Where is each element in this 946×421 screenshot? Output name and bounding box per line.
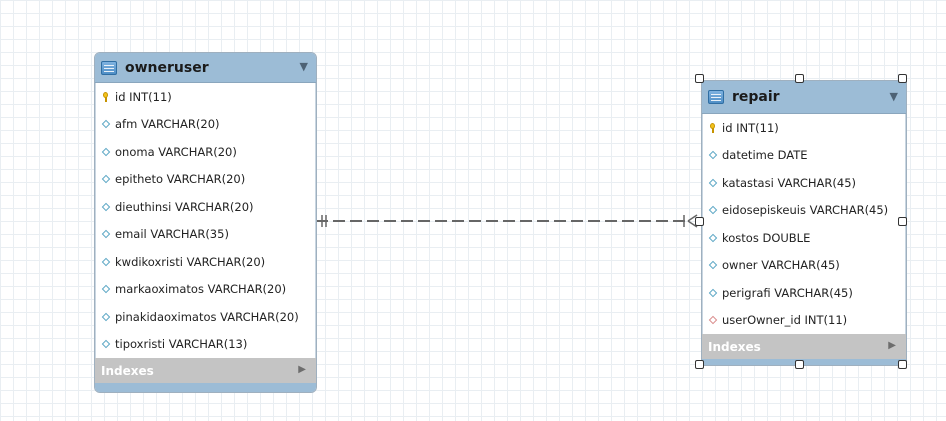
column-diamond-icon [708,233,718,243]
column-diamond-icon [708,150,718,160]
column-label: eidosepiskeuis VARCHAR(45) [722,203,889,218]
table-footer-bar [95,383,316,392]
table-owneruser[interactable]: owneruser ▼ id INT(11) afm VARCHAR(20) o… [94,52,317,393]
column-row[interactable]: userOwner_id INT(11) [702,307,906,335]
table-header[interactable]: repair ▼ [702,81,906,114]
column-diamond-icon [101,229,111,239]
column-row[interactable]: datetime DATE [702,142,906,170]
primary-key-icon [708,122,718,133]
column-diamond-icon [101,202,111,212]
column-row[interactable]: epitheto VARCHAR(20) [95,166,316,194]
column-row[interactable]: pinakidaoximatos VARCHAR(20) [95,303,316,331]
resize-handle-bottom-left[interactable] [695,360,704,369]
resize-handle-right[interactable] [898,217,907,226]
column-label: katastasi VARCHAR(45) [722,175,857,190]
collapse-arrow-icon[interactable]: ▼ [299,60,308,73]
column-label: tipoxristi VARCHAR(13) [115,337,248,352]
primary-key-icon [101,91,111,102]
resize-handle-bottom[interactable] [795,360,804,369]
indexes-label: Indexes [708,339,761,354]
column-label: epitheto VARCHAR(20) [115,172,246,187]
column-row[interactable]: id INT(11) [702,114,906,142]
column-row[interactable]: owner VARCHAR(45) [702,252,906,280]
column-row[interactable]: email VARCHAR(35) [95,221,316,249]
column-row[interactable]: katastasi VARCHAR(45) [702,169,906,197]
column-label: datetime DATE [722,148,808,163]
column-diamond-icon [101,339,111,349]
column-row[interactable]: markaoximatos VARCHAR(20) [95,276,316,304]
table-header[interactable]: owneruser ▼ [95,53,316,83]
column-row[interactable]: afm VARCHAR(20) [95,111,316,139]
column-row[interactable]: kwdikoxristi VARCHAR(20) [95,248,316,276]
column-label: perigrafi VARCHAR(45) [722,285,853,300]
table-title: repair [732,89,780,105]
indexes-section[interactable]: Indexes ▶ [95,358,316,383]
column-label: email VARCHAR(35) [115,227,229,242]
column-diamond-icon [101,147,111,157]
column-label: afm VARCHAR(20) [115,117,220,132]
table-icon [708,90,724,104]
resize-handle-bottom-right[interactable] [898,360,907,369]
column-label: kwdikoxristi VARCHAR(20) [115,254,266,269]
column-label: markaoximatos VARCHAR(20) [115,282,287,297]
table-title: owneruser [125,59,209,76]
column-row[interactable]: onoma VARCHAR(20) [95,138,316,166]
many-crowfoot [687,214,698,222]
column-list: id INT(11) afm VARCHAR(20) onoma VARCHAR… [95,83,316,358]
table-repair[interactable]: repair ▼ id INT(11) datetime DATE katast… [701,80,907,366]
column-diamond-icon [708,260,718,270]
indexes-label: Indexes [101,363,154,378]
column-row[interactable]: dieuthinsi VARCHAR(20) [95,193,316,221]
column-diamond-icon [101,284,111,294]
collapse-arrow-icon[interactable]: ▼ [889,90,898,103]
table-icon [101,60,117,75]
expand-arrow-icon[interactable]: ▶ [888,340,896,351]
column-row[interactable]: kostos DOUBLE [702,224,906,252]
column-label: pinakidaoximatos VARCHAR(20) [115,309,299,324]
resize-handle-top-right[interactable] [898,74,907,83]
column-label: onoma VARCHAR(20) [115,144,237,159]
column-label: id INT(11) [722,120,779,135]
column-row[interactable]: eidosepiskeuis VARCHAR(45) [702,197,906,225]
column-diamond-icon [708,288,718,298]
resize-handle-top-left[interactable] [695,74,704,83]
column-diamond-icon [101,312,111,322]
column-list: id INT(11) datetime DATE katastasi VARCH… [702,114,906,334]
indexes-section[interactable]: Indexes ▶ [702,334,906,359]
column-diamond-icon [101,257,111,267]
foreign-key-icon [708,315,718,325]
column-label: userOwner_id INT(11) [722,313,848,328]
column-row[interactable]: perigrafi VARCHAR(45) [702,279,906,307]
expand-arrow-icon[interactable]: ▶ [298,364,306,375]
column-diamond-icon [101,119,111,129]
column-diamond-icon [101,174,111,184]
column-label: id INT(11) [115,89,172,104]
resize-handle-top[interactable] [795,74,804,83]
column-label: owner VARCHAR(45) [722,258,840,273]
column-diamond-icon [708,205,718,215]
resize-handle-left[interactable] [695,217,704,226]
table-footer-bar [702,359,906,365]
many-crowfoot [687,220,698,228]
column-label: dieuthinsi VARCHAR(20) [115,199,254,214]
column-row[interactable]: tipoxristi VARCHAR(13) [95,331,316,359]
column-label: kostos DOUBLE [722,230,811,245]
column-row[interactable]: id INT(11) [95,83,316,111]
column-diamond-icon [708,178,718,188]
